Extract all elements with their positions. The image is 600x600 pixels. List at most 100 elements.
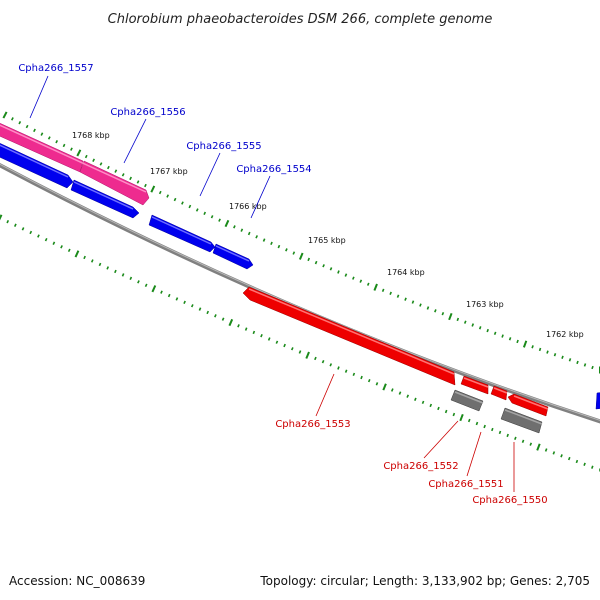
tick-inner-1 [6, 219, 10, 224]
tick-inner-68 [521, 439, 525, 443]
tick-outer-68 [508, 337, 512, 341]
tick-outer-79 [591, 365, 594, 370]
tick-outer-64 [478, 326, 482, 330]
tick-outer-12 [92, 158, 96, 162]
tick-outer-33 [247, 231, 251, 236]
tick-outer-23 [173, 197, 177, 202]
tick-inner-36 [275, 340, 279, 344]
tick-outer-38 [285, 248, 288, 252]
tick-inner-57 [437, 406, 440, 411]
tick-inner-54 [414, 397, 417, 401]
tick-inner-62 [475, 421, 479, 426]
tick-inner-55 [421, 400, 425, 405]
tick-inner-33 [252, 330, 256, 335]
tick-inner-73 [560, 454, 563, 458]
tick-inner-27 [206, 310, 210, 315]
label-cpha266-1556[interactable]: Cpha266_1556 [110, 107, 185, 118]
tick-inner-42 [321, 359, 325, 364]
tick-outer-43 [322, 264, 325, 268]
tick-inner-5 [37, 234, 40, 238]
tick-inner-47 [360, 375, 363, 380]
tick-inner-37 [283, 343, 286, 348]
tick-inner-40 [305, 351, 310, 359]
reverse-strand-genes [242, 286, 549, 417]
gene-cpha266-1555[interactable] [148, 214, 216, 253]
feature-grey-2[interactable] [500, 407, 543, 434]
tick-outer-78 [583, 363, 587, 367]
tick-outer-52 [389, 291, 392, 295]
tick-inner-53 [406, 394, 410, 398]
tick-inner-41 [314, 356, 317, 361]
tick-outer-4 [33, 128, 36, 133]
tick-outer-0 [2, 111, 8, 119]
kbp-label-1762: 1762 kbp [546, 330, 584, 339]
tick-outer-56 [419, 303, 422, 307]
tick-outer-54 [404, 297, 407, 301]
tick-outer-13 [99, 162, 103, 166]
tick-outer-55 [411, 300, 415, 304]
kbp-label-1763: 1763 kbp [466, 300, 504, 309]
tick-inner-75 [575, 459, 579, 464]
scale-ticks-inner [0, 214, 600, 472]
label-cpha266-1551[interactable]: Cpha266_1551 [428, 479, 503, 490]
tick-outer-22 [166, 194, 170, 198]
tick-inner-66 [506, 433, 509, 438]
tick-inner-35 [267, 337, 271, 341]
tick-outer-46 [344, 273, 348, 277]
tick-outer-3 [25, 124, 29, 129]
map-title: Chlorobium phaeobacteroides DSM 266, com… [108, 12, 493, 27]
label-cpha266-1555[interactable]: Cpha266_1555 [186, 141, 261, 152]
label-cpha266-1554[interactable]: Cpha266_1554 [236, 164, 311, 175]
kbp-label-1765: 1765 kbp [308, 236, 346, 245]
tick-inner-14 [106, 266, 110, 270]
tick-outer-18 [136, 180, 140, 184]
gene-cpha266-1550[interactable] [507, 393, 549, 417]
tick-inner-45 [344, 369, 348, 373]
tick-outer-35 [262, 238, 266, 242]
tick-inner-26 [198, 307, 202, 311]
tick-outer-36 [270, 241, 273, 246]
tick-inner-24 [183, 300, 186, 305]
label-cpha266-1552[interactable]: Cpha266_1552 [383, 461, 458, 472]
tick-outer-41 [307, 257, 311, 262]
tick-outer-25 [188, 204, 192, 209]
tick-inner-38 [290, 347, 294, 351]
tick-outer-20 [150, 185, 156, 193]
tick-inner-25 [190, 304, 194, 308]
tick-inner-22 [167, 293, 171, 298]
tick-outer-9 [70, 147, 73, 151]
gene-cpha266-1551[interactable] [490, 385, 508, 401]
kbp-label-1764: 1764 kbp [387, 268, 425, 277]
gene-forward-c[interactable] [595, 392, 600, 410]
tick-outer-42 [314, 260, 318, 265]
genome-backbone [0, 163, 600, 424]
tick-inner-6 [44, 237, 48, 242]
gene-cpha266-1556[interactable] [79, 160, 150, 206]
label-cpha266-1553[interactable]: Cpha266_1553 [275, 419, 350, 430]
gene-cpha266-1554[interactable] [212, 243, 254, 270]
gene-forward-b[interactable] [70, 179, 140, 219]
tick-inner-44 [337, 366, 340, 370]
tick-inner-51 [390, 388, 394, 392]
gene-cpha266-1553[interactable] [242, 286, 456, 386]
gene-cpha266-1552[interactable] [460, 375, 489, 395]
tick-inner-20 [151, 285, 157, 293]
tick-inner-46 [352, 372, 356, 377]
tick-inner-69 [529, 442, 533, 446]
tick-outer-51 [381, 288, 385, 292]
tick-inner-8 [60, 245, 63, 249]
kbp-label-1766: 1766 kbp [229, 202, 267, 211]
feature-grey-1[interactable] [450, 389, 484, 412]
tick-outer-70 [522, 340, 528, 348]
tick-inner-52 [398, 391, 402, 395]
label-cpha266-1550[interactable]: Cpha266_1550 [472, 495, 547, 506]
tick-inner-19 [144, 283, 148, 288]
tick-inner-18 [137, 280, 140, 284]
tick-outer-58 [434, 309, 437, 313]
label-cpha266-1557[interactable]: Cpha266_1557 [18, 63, 93, 74]
tick-inner-48 [367, 378, 371, 383]
tick-inner-50 [382, 383, 387, 391]
tick-inner-67 [514, 436, 517, 440]
tick-inner-64 [491, 427, 494, 432]
